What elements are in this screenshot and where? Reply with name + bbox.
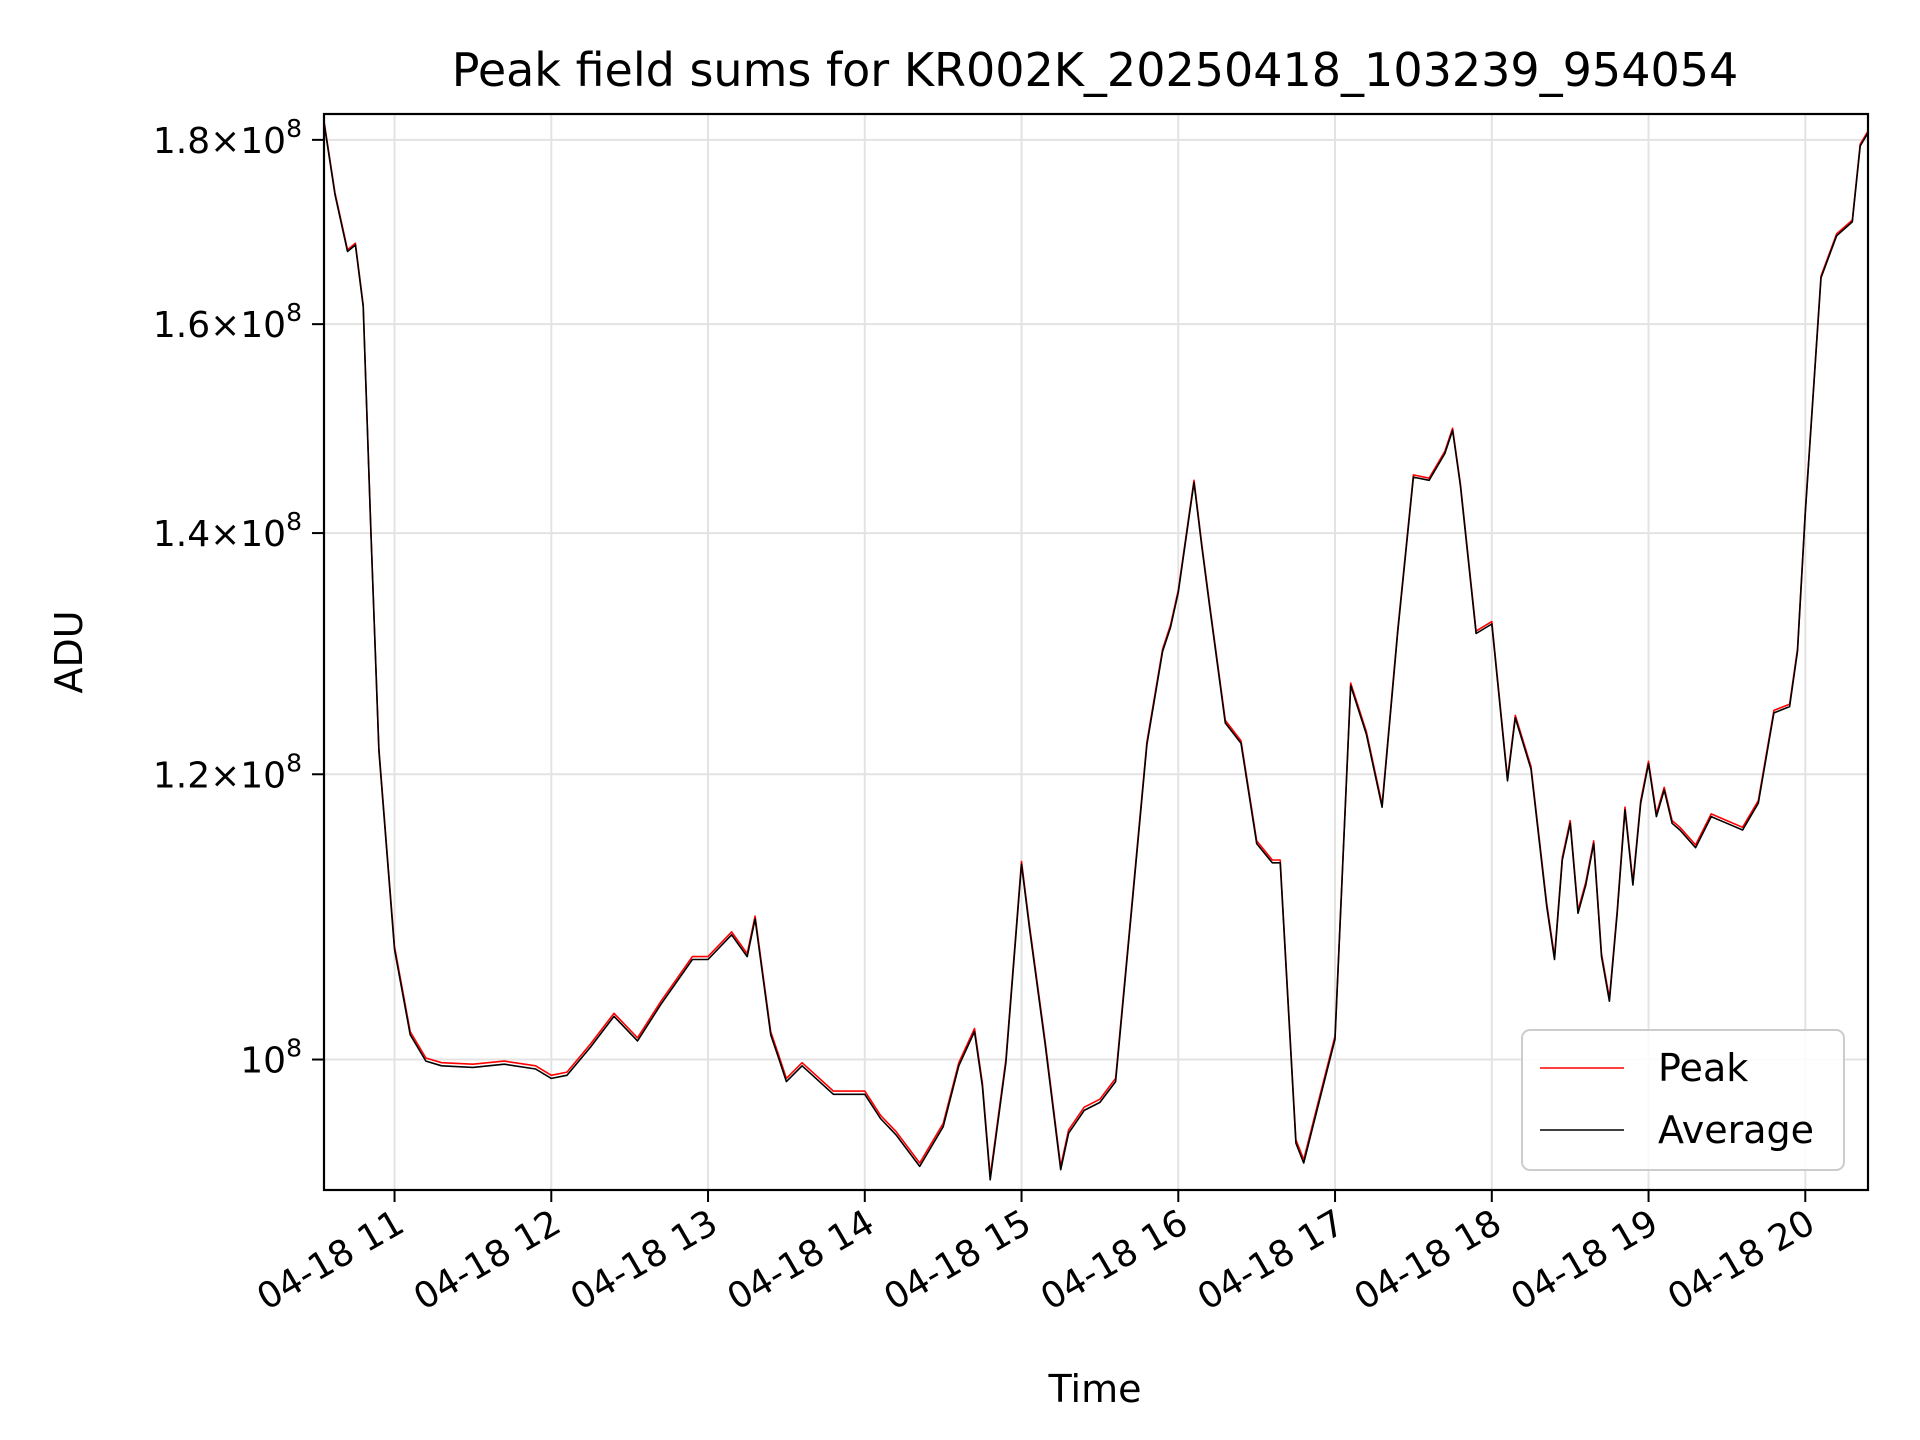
plot-area-frame — [322, 112, 1870, 1192]
chart-title: Peak field sums for KR002K_20250418_1032… — [452, 43, 1739, 97]
y-axis-title: ADU — [47, 610, 91, 693]
x-axis-title: Time — [1048, 1367, 1142, 1411]
legend: Peak Average — [1521, 1029, 1845, 1171]
y-tick-label: 1.2×108 — [153, 748, 302, 796]
legend-label-average: Average — [1658, 1108, 1814, 1152]
y-tick-label: 108 — [240, 1034, 302, 1082]
series-line-average — [323, 122, 1869, 1181]
y-tick-label: 1.8×108 — [153, 114, 302, 162]
legend-label-peak: Peak — [1658, 1046, 1748, 1090]
y-tick-label: 1.6×108 — [153, 298, 302, 346]
y-tick-label: 1.4×108 — [153, 507, 302, 555]
legend-box — [1521, 1029, 1845, 1171]
plot-series — [323, 120, 1869, 1181]
